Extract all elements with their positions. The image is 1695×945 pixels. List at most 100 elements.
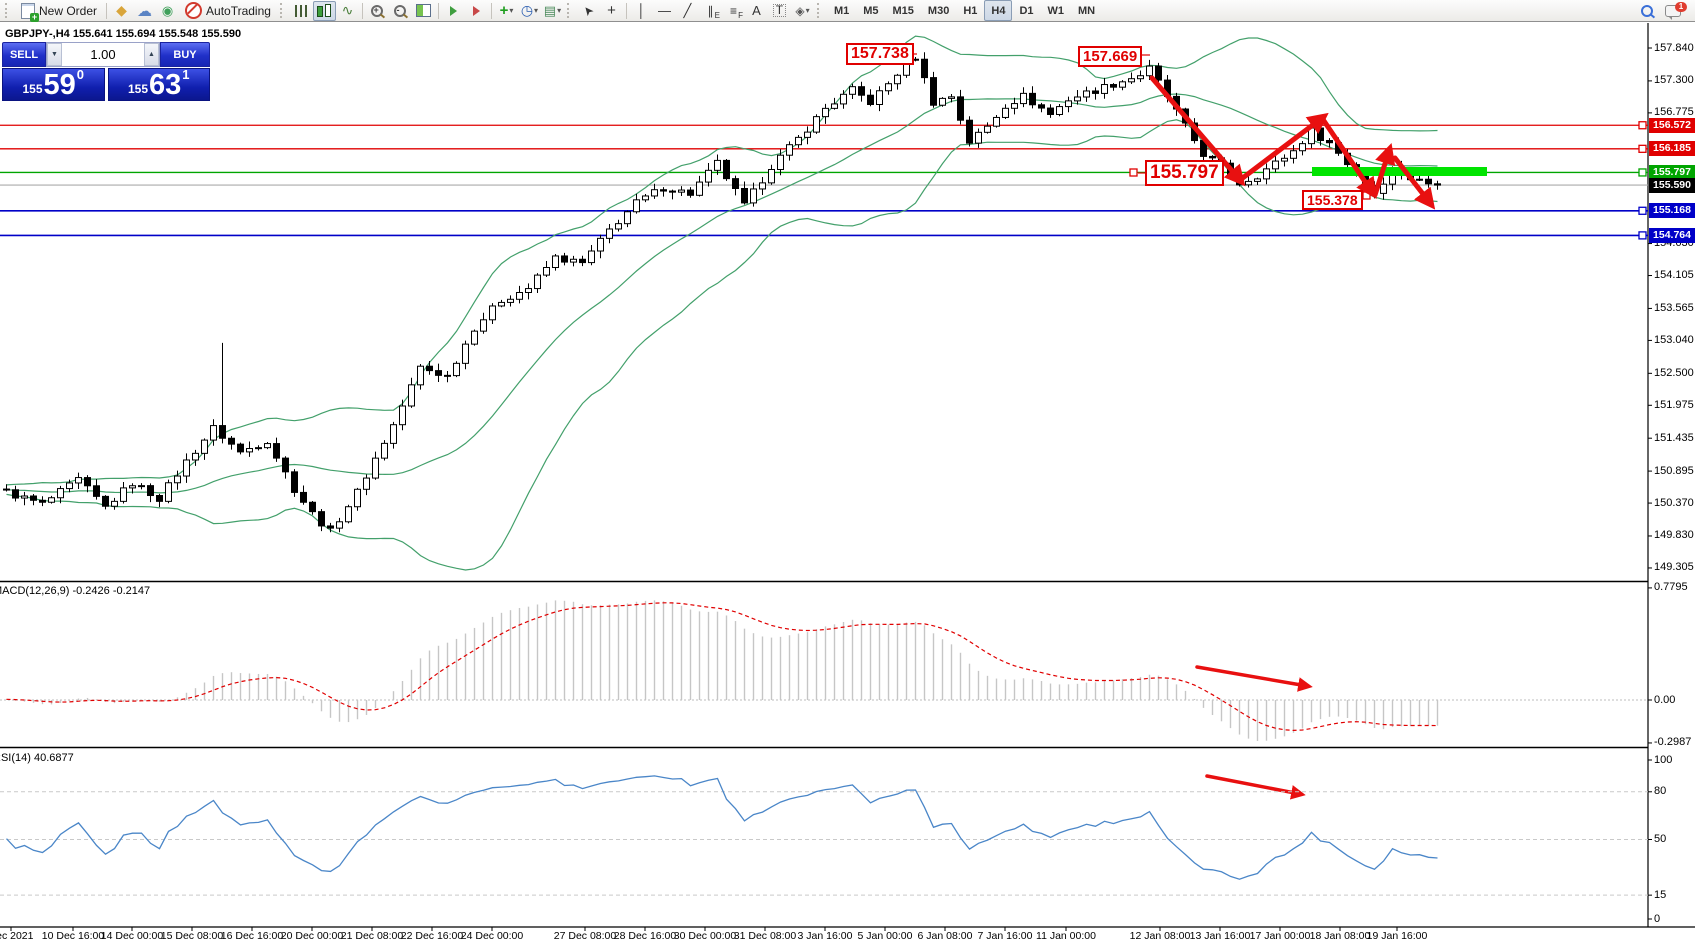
- volume-down-button[interactable]: ▼: [47, 43, 62, 66]
- chat-badge: 1: [1675, 1, 1687, 12]
- annotation-price-label[interactable]: 157.669: [1078, 46, 1143, 67]
- chart-shift-icon[interactable]: [442, 1, 465, 21]
- y-axis-tick: 150.895: [1654, 464, 1694, 477]
- annotation-price-label[interactable]: 155.378: [1302, 190, 1363, 210]
- buy-price[interactable]: 155 63 1: [107, 67, 210, 101]
- equidistant-channel-icon[interactable]: ∥ E: [707, 3, 720, 20]
- sell-price[interactable]: 155 59 0: [2, 68, 105, 101]
- level-price-badge: 155.168: [1649, 203, 1695, 219]
- x-axis-label: 11 Jan 00:00: [1036, 930, 1096, 942]
- bar-chart-icon[interactable]: [290, 1, 313, 21]
- add-indicator-icon[interactable]: + ▾: [499, 2, 514, 19]
- x-axis-label: 15 Dec 08:00: [160, 930, 224, 942]
- crosshair-icon[interactable]: +: [607, 2, 616, 19]
- x-axis-label: 18 Jan 08:00: [1309, 930, 1371, 942]
- sell-price-main: 59: [43, 69, 76, 101]
- templates-icon[interactable]: ▤ ▾: [543, 2, 562, 18]
- x-axis-label: 20 Dec 00:00: [280, 930, 344, 942]
- trendline-icon[interactable]: ╱: [683, 2, 692, 18]
- tile-windows-icon[interactable]: [412, 1, 435, 21]
- buy-price-base: 155: [127, 82, 149, 96]
- macd-histogram: [5, 600, 1439, 741]
- toolbar-grip: [279, 3, 287, 18]
- y-axis-tick: 150.370: [1654, 496, 1694, 509]
- package-icon[interactable]: ◆: [116, 2, 127, 18]
- y-axis-tick: 157.300: [1654, 74, 1694, 87]
- toolbar-separator: [437, 2, 439, 19]
- volume-control: ▼ 1.00 ▲: [46, 42, 160, 67]
- trend-arrow: [1392, 155, 1436, 210]
- sell-price-pip: 0: [76, 67, 85, 82]
- volume-input[interactable]: 1.00: [90, 47, 116, 62]
- sell-button[interactable]: SELL: [2, 42, 46, 67]
- y-axis-tick: 152.500: [1654, 366, 1694, 379]
- annotation-price-label[interactable]: 157.738: [846, 43, 914, 65]
- level-price-badge: 154.764: [1649, 227, 1695, 243]
- autotrading-button[interactable]: AutoTrading: [179, 0, 277, 22]
- horizontal-line-icon[interactable]: —: [657, 3, 671, 18]
- x-axis-label: 14 Dec 00:00: [100, 930, 164, 942]
- zoom-out-icon[interactable]: -: [389, 1, 412, 21]
- timeframe-button-d1[interactable]: D1: [1019, 4, 1034, 17]
- buy-button[interactable]: BUY: [160, 42, 210, 67]
- timeframe-button-w1[interactable]: W1: [1047, 4, 1065, 17]
- autotrading-button-label: AutoTrading: [206, 3, 271, 18]
- new-order-button-label: New Order: [39, 3, 98, 18]
- trend-arrow: [1205, 774, 1306, 800]
- macd-indicator-label: MACD(12,26,9) -0.2426 -0.2147: [0, 585, 151, 597]
- text-label-icon[interactable]: T: [768, 1, 791, 21]
- x-axis-label: 13 Jan 16:00: [1189, 930, 1251, 942]
- x-axis-label: 21 Dec 08:00: [340, 930, 404, 942]
- chat-icon[interactable]: 1: [1665, 1, 1687, 20]
- line-chart-icon[interactable]: ∿: [341, 2, 354, 18]
- buy-price-pip: 1: [182, 67, 190, 82]
- y-axis-tick: 151.435: [1654, 431, 1694, 444]
- trend-arrow: [1195, 665, 1313, 692]
- arrows-icon[interactable]: ◈ ▾: [795, 3, 810, 18]
- autotrading-icon: [185, 2, 203, 19]
- trend-arrow: [1319, 115, 1377, 199]
- timeframe-button-m30[interactable]: M30: [927, 4, 950, 17]
- timeframe-button-h1[interactable]: H1: [963, 4, 978, 17]
- zoom-in-icon[interactable]: +: [366, 1, 389, 21]
- x-axis-label: 19 Jan 16:00: [1366, 930, 1428, 942]
- toolbar: + New Order ◆ ☁ ◉ AutoTrading ∿ + - + ▾ ◷ ▾ ▤ ▾ ➤ + │ — ╱ ∥ E…: [0, 0, 1695, 22]
- rsi-axis-tick: 0: [1654, 912, 1661, 925]
- signals-icon[interactable]: ◉: [161, 2, 174, 18]
- y-axis-tick: 149.305: [1654, 561, 1694, 574]
- auto-scroll-icon[interactable]: [465, 1, 488, 21]
- candlestick-chart-icon[interactable]: [312, 0, 336, 21]
- timeframe-button-h4[interactable]: H4: [984, 0, 1013, 21]
- y-axis-tick: 151.975: [1654, 398, 1694, 411]
- timeframe-button-m15[interactable]: M15: [892, 4, 914, 17]
- fibonacci-icon[interactable]: ≡ F: [729, 3, 743, 20]
- timeframe-button-m1[interactable]: M1: [833, 4, 850, 17]
- toolbar-grip: [566, 3, 574, 18]
- rsi-axis-tick: 100: [1654, 753, 1673, 766]
- timeframe-button-m5[interactable]: M5: [863, 4, 879, 17]
- x-axis-label: 16 Dec 16:00: [220, 930, 284, 942]
- bollinger-bands: [6, 35, 1438, 571]
- text-icon[interactable]: A: [752, 3, 761, 18]
- volume-up-button[interactable]: ▲: [144, 43, 159, 66]
- macd-signal-line: [6, 602, 1438, 732]
- rsi-line: [6, 775, 1438, 880]
- vertical-line-icon[interactable]: │: [637, 3, 646, 18]
- new-order-button[interactable]: + New Order: [15, 0, 103, 22]
- cursor-icon[interactable]: ➤: [579, 2, 598, 19]
- trend-arrow: [1149, 75, 1246, 187]
- toolbar-grip: [5, 3, 12, 18]
- toolbar-separator: [490, 2, 492, 19]
- publish-chart-icon[interactable]: ☁: [137, 2, 153, 20]
- new-order-icon: +: [21, 2, 39, 22]
- annotation-price-label[interactable]: 155.797: [1145, 160, 1224, 186]
- x-axis-label: 22 Dec 16:00: [400, 930, 464, 942]
- rsi-axis-tick: 50: [1654, 833, 1667, 845]
- x-axis-label: 5 Jan 00:00: [857, 930, 913, 942]
- x-axis-label: 28 Dec 16:00: [613, 930, 677, 942]
- search-icon[interactable]: [1641, 4, 1653, 17]
- timeframe-button-mn[interactable]: MN: [1078, 4, 1096, 17]
- periods-icon[interactable]: ◷ ▾: [520, 2, 539, 18]
